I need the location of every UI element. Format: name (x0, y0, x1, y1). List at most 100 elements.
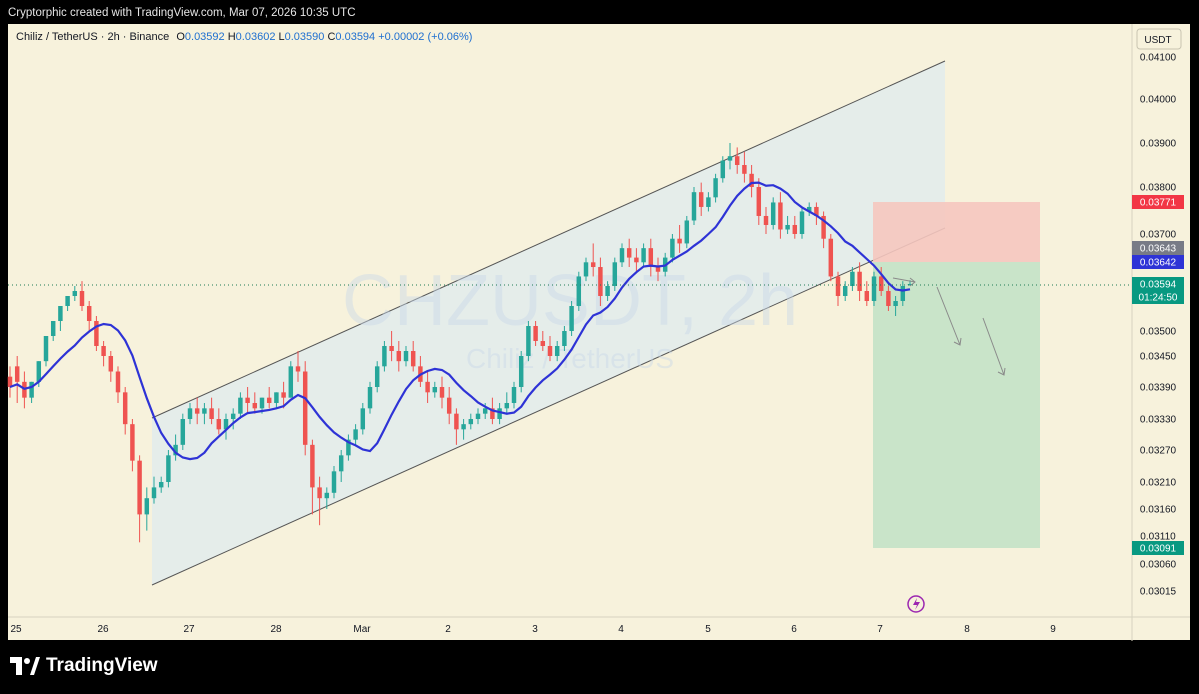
candle (706, 192, 711, 212)
candle (655, 257, 661, 282)
price-tag-countdown (1132, 290, 1184, 304)
y-tick-label: 0.03450 (1140, 352, 1177, 363)
y-tick-label: 0.03330 (1140, 415, 1177, 426)
candle (763, 206, 769, 234)
candle-body (878, 276, 884, 291)
candle (468, 413, 474, 430)
candle-body (331, 471, 337, 493)
candle-body (504, 403, 510, 409)
candle (324, 487, 330, 509)
candle-body (130, 424, 135, 461)
candle (245, 387, 250, 414)
candle (202, 403, 207, 425)
candle-body (713, 178, 718, 198)
candle-body (648, 248, 654, 268)
candle (266, 387, 272, 409)
candle-body (79, 291, 85, 306)
candle (619, 243, 625, 268)
candle (533, 321, 538, 346)
candle-body (770, 202, 776, 225)
candle-body (756, 187, 762, 216)
candle (878, 267, 884, 296)
ohlc-legend: Chiliz / TetherUS · 2h · Binance O0.0359… (16, 31, 472, 43)
x-tick-label: 26 (97, 624, 109, 635)
y-tick-label: 0.03060 (1140, 560, 1177, 571)
candle-body (202, 408, 207, 414)
candle-body (425, 381, 430, 393)
candle-body (58, 306, 63, 321)
tradingview-brand[interactable]: TradingView (10, 655, 158, 677)
candle-body (677, 238, 682, 244)
candle-body (137, 460, 142, 515)
candle (778, 192, 783, 239)
candle (410, 341, 416, 372)
low-value: 0.03590 (284, 31, 325, 43)
candle (65, 296, 70, 311)
candle-body (655, 267, 661, 272)
candle-body (540, 341, 546, 346)
candle-body (180, 419, 186, 445)
candle-body (871, 276, 877, 301)
candle-body (245, 397, 250, 403)
candle (547, 336, 553, 362)
candle-body (302, 371, 308, 445)
candle-body (122, 392, 128, 425)
candle (439, 376, 445, 409)
candle-body (598, 267, 603, 296)
candle (180, 413, 186, 450)
candle (194, 397, 200, 425)
change-value: +0.00002 (+0.06%) (378, 31, 473, 43)
tradingview-logo-icon (10, 657, 40, 675)
price-tag-label-last: 0.03594 (1140, 280, 1177, 291)
y-tick-label: 0.03210 (1140, 478, 1177, 489)
open-value: 0.03592 (184, 31, 225, 43)
candle-body (526, 326, 531, 356)
candle (569, 301, 574, 336)
candle-body (238, 397, 243, 414)
x-tick-label: 3 (532, 624, 538, 635)
candle (151, 476, 157, 504)
candle-body (475, 413, 481, 419)
candle (216, 408, 222, 435)
candle (432, 381, 438, 398)
candle-body (626, 248, 632, 258)
candle-body (209, 408, 214, 419)
symbol-title[interactable]: Chiliz / TetherUS · 2h · Binance (16, 31, 170, 43)
candle (698, 182, 704, 216)
candle-body (749, 173, 754, 187)
candle (792, 215, 798, 239)
high-label: H (227, 31, 236, 43)
candle (475, 408, 481, 425)
candle-body (338, 455, 344, 472)
candle-body (144, 498, 150, 515)
candle (576, 271, 582, 311)
candle (806, 202, 812, 216)
candle (274, 392, 279, 409)
candle-body (886, 291, 891, 306)
candle (583, 257, 589, 282)
candle-body (590, 262, 596, 268)
candle-body (223, 419, 229, 430)
candle (677, 224, 682, 253)
candle (238, 392, 243, 419)
candle (446, 387, 452, 425)
candle (223, 413, 229, 440)
price-tag-label-stop: 0.03771 (1140, 198, 1177, 209)
candle-body (907, 284, 913, 285)
candle (346, 434, 351, 461)
candle-body (547, 346, 553, 356)
candle (137, 455, 142, 543)
candle (382, 341, 387, 372)
low-label: L (278, 31, 285, 43)
candle (454, 408, 459, 445)
candle (842, 281, 848, 301)
candle (374, 361, 380, 393)
candle-body (684, 220, 690, 244)
candle-body (151, 487, 157, 499)
candle-body (576, 276, 582, 306)
candle-body (281, 392, 286, 398)
stop-zone (873, 202, 1040, 262)
projection-arrow-2 (936, 286, 962, 346)
close-label: C (327, 31, 336, 43)
